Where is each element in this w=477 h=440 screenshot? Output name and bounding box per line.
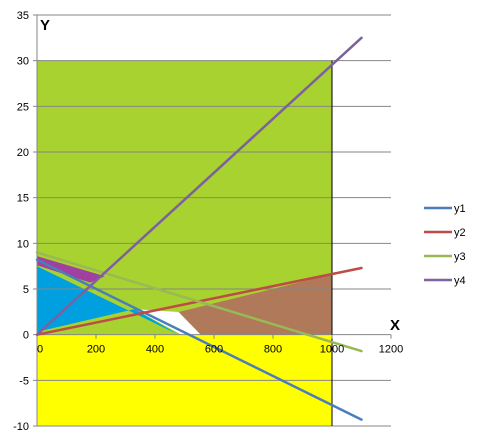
series-line-y3 xyxy=(35,251,363,353)
y-tick-label: 0 xyxy=(23,330,29,342)
x-tick-label: 200 xyxy=(87,344,105,356)
x-tick-label: 400 xyxy=(146,344,164,356)
legend-label-y1: y1 xyxy=(454,203,466,215)
legend-label-y3: y3 xyxy=(454,251,466,263)
legend-label-y2: y2 xyxy=(454,227,466,239)
legend: y1 y2 y3 y4 xyxy=(424,203,466,287)
y-tick-label: -5 xyxy=(19,375,29,387)
y-tick-label: 30 xyxy=(17,56,29,68)
blue-region xyxy=(37,266,179,335)
x-tick-label: 600 xyxy=(205,344,223,356)
legend-label-y4: y4 xyxy=(454,275,466,287)
x-tick-label: 1000 xyxy=(320,344,344,356)
series-lines xyxy=(35,36,363,421)
tick-labels: -10 -5 0 5 10 15 20 25 30 35 0 200 400 600 800 1000 1200 xyxy=(13,10,403,433)
x-axis-title: X xyxy=(390,317,400,334)
y-tick-label: 15 xyxy=(17,193,29,205)
y-tick-label: 10 xyxy=(17,238,29,250)
x-tick-label: 800 xyxy=(264,344,282,356)
y-tick-label: -10 xyxy=(13,421,29,433)
purple-region xyxy=(37,256,105,283)
y-tick-label: 35 xyxy=(17,10,29,22)
y-tick-label: 25 xyxy=(17,101,29,113)
series-line-y4 xyxy=(35,36,363,336)
y-tick-label: 5 xyxy=(23,284,29,296)
y-axis-title: Y xyxy=(40,17,50,34)
y-tick-label: 20 xyxy=(17,147,29,159)
x-tick-label: 0 xyxy=(37,344,43,356)
x-tick-label: 1200 xyxy=(379,344,403,356)
